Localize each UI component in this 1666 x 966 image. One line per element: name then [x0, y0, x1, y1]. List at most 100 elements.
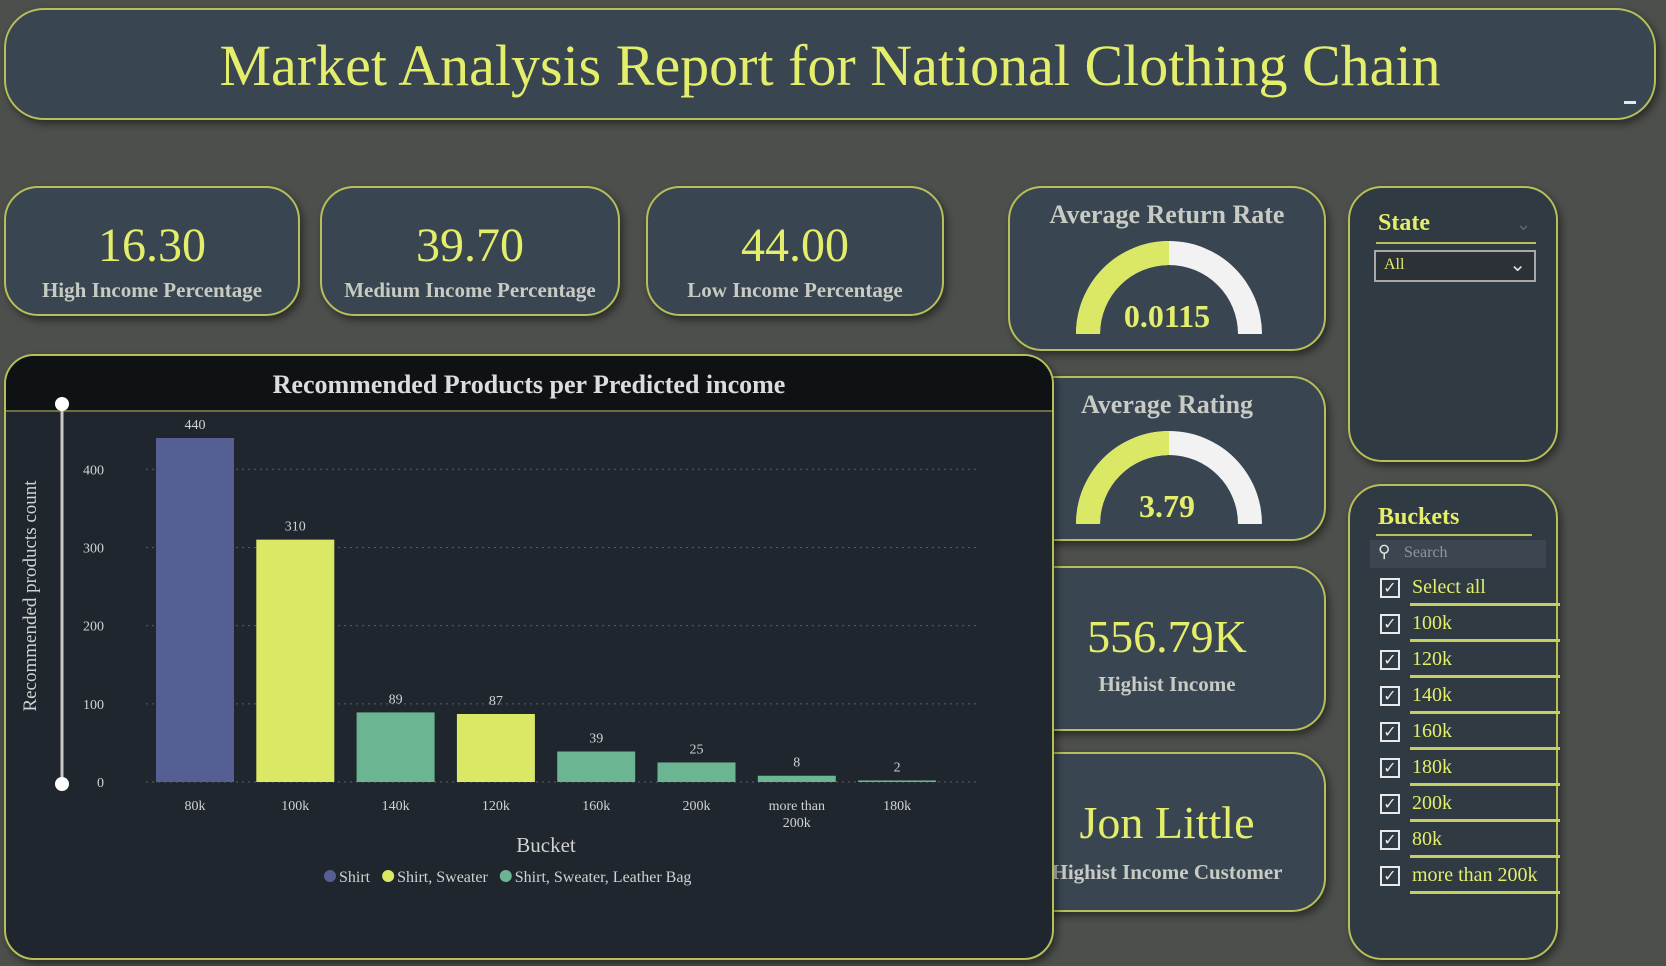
highest-income-card: 556.79K Highist Income	[1008, 566, 1326, 731]
bucket-option-select-all[interactable]: ✓ Select all	[1380, 574, 1560, 608]
kpi-value: 16.30	[98, 219, 206, 272]
bucket-search-placeholder: Search	[1404, 544, 1448, 561]
x-tick-label: 200k	[683, 799, 711, 814]
data-label: 310	[285, 520, 306, 535]
x-tick-label: more than	[769, 799, 825, 814]
bucket-option[interactable]: ✓ more than 200k	[1380, 862, 1560, 896]
underline	[1410, 819, 1560, 822]
underline	[1410, 639, 1560, 642]
x-tick-label: 180k	[883, 799, 911, 814]
legend-marker	[382, 870, 395, 882]
bar	[657, 762, 736, 782]
underline	[1410, 747, 1560, 750]
buckets-slicer-title: Buckets	[1378, 504, 1460, 530]
state-slicer: State ⌄ All ⌄	[1348, 186, 1558, 462]
x-tick-label: 120k	[482, 799, 510, 814]
gauge-fill	[1076, 241, 1169, 334]
y-tick-label: 400	[83, 463, 104, 478]
gauge-title: Average Rating	[1080, 390, 1254, 419]
bar	[256, 539, 335, 782]
bar-chart-card: Recommended Products per Predicted incom…	[4, 354, 1054, 960]
state-dropdown-value: All	[1384, 256, 1405, 273]
kpi-medium-income-card: 39.70 Medium Income Percentage	[320, 186, 620, 316]
gauge-value: 0.0115	[1123, 298, 1211, 334]
checkbox[interactable]: ✓	[1380, 614, 1400, 634]
checkbox[interactable]: ✓	[1380, 578, 1400, 598]
legend-label: Shirt	[339, 869, 371, 886]
y-tick-label: 300	[83, 541, 104, 556]
report-title: Market Analysis Report for National Clot…	[219, 33, 1441, 98]
data-label: 25	[690, 742, 704, 757]
legend-marker	[499, 870, 512, 882]
bar	[557, 751, 636, 782]
checkbox[interactable]: ✓	[1380, 650, 1400, 670]
divider	[1376, 534, 1532, 536]
checkbox-label: more than 200k	[1412, 864, 1538, 886]
kpi-value: 44.00	[741, 219, 849, 272]
y-tick-label: 200	[83, 620, 104, 635]
state-dropdown[interactable]: All ⌄	[1374, 250, 1536, 282]
x-tick-label: 80k	[185, 799, 206, 814]
minimize-icon[interactable]	[1624, 101, 1636, 104]
checkbox[interactable]: ✓	[1380, 830, 1400, 850]
x-tick-label: 100k	[281, 799, 309, 814]
checkbox[interactable]: ✓	[1380, 794, 1400, 814]
highest-income-label: Highist Income	[1098, 672, 1236, 696]
kpi-low-income-card: 44.00 Low Income Percentage	[646, 186, 944, 316]
gauge-return-rate-card: Average Return Rate 0.0115	[1008, 186, 1326, 351]
chevron-down-icon: ⌄	[1509, 252, 1526, 276]
bar	[156, 438, 234, 782]
y-tick-label: 100	[83, 698, 104, 713]
bar-chart: 0 100 200 300 400 Recommended products count 4…	[20, 397, 976, 886]
bucket-option[interactable]: ✓ 140k	[1380, 682, 1560, 716]
underline	[1410, 675, 1560, 678]
data-label: 89	[389, 692, 403, 707]
gauge-title: Average Return Rate	[1049, 200, 1285, 229]
bar	[757, 775, 836, 782]
kpi-value: 39.70	[416, 219, 524, 272]
underline	[1410, 603, 1560, 606]
checkbox[interactable]: ✓	[1380, 722, 1400, 742]
checkbox-label: 180k	[1412, 756, 1452, 778]
chevron-down-icon[interactable]: ⌄	[1516, 214, 1532, 235]
checkbox[interactable]: ✓	[1380, 758, 1400, 778]
checkbox-label: Select all	[1412, 576, 1486, 598]
highest-customer-label: Highist Income Customer	[1051, 860, 1283, 884]
bucket-option[interactable]: ✓ 120k	[1380, 646, 1560, 680]
bucket-search[interactable]: ⚲ Search	[1370, 540, 1546, 568]
highest-income-value: 556.79K	[1087, 611, 1247, 662]
highest-customer-name: Jon Little	[1079, 797, 1255, 848]
range-slider-handle	[55, 777, 69, 791]
legend-label: Shirt, Sweater	[397, 869, 488, 886]
checkbox[interactable]: ✓	[1380, 686, 1400, 706]
data-label: 440	[185, 418, 206, 433]
search-icon: ⚲	[1378, 542, 1391, 562]
checkbox-label: 100k	[1412, 612, 1452, 634]
bar	[356, 712, 435, 782]
checkbox-label: 200k	[1412, 792, 1452, 814]
checkbox-label: 140k	[1412, 684, 1452, 706]
x-axis-label: Bucket	[516, 833, 576, 857]
bucket-option[interactable]: ✓ 100k	[1380, 610, 1560, 644]
bucket-option[interactable]: ✓ 200k	[1380, 790, 1560, 824]
gauge-return-rate	[1076, 241, 1262, 334]
chart-header: Recommended Products per Predicted incom…	[6, 356, 1052, 412]
state-slicer-title: State	[1378, 210, 1430, 236]
data-label: 8	[793, 756, 800, 771]
kpi-label: High Income Percentage	[41, 278, 263, 302]
kpi-high-income-card: 16.30 High Income Percentage	[4, 186, 300, 316]
range-slider-handle	[55, 397, 69, 411]
x-tick-label: 200k	[783, 816, 811, 831]
bucket-option[interactable]: ✓ 180k	[1380, 754, 1560, 788]
bucket-option[interactable]: ✓ 160k	[1380, 718, 1560, 752]
gauge-fill	[1076, 431, 1169, 524]
bucket-option[interactable]: ✓ 80k	[1380, 826, 1560, 860]
x-tick-label: 140k	[382, 799, 410, 814]
checkbox-label: 80k	[1412, 828, 1442, 850]
legend-marker	[324, 870, 336, 882]
checkbox[interactable]: ✓	[1380, 866, 1400, 886]
bar	[456, 713, 535, 782]
checkbox-label: 160k	[1412, 720, 1452, 742]
underline	[1410, 891, 1560, 894]
gauge-rating-card: Average Rating 3.79	[1008, 376, 1326, 541]
